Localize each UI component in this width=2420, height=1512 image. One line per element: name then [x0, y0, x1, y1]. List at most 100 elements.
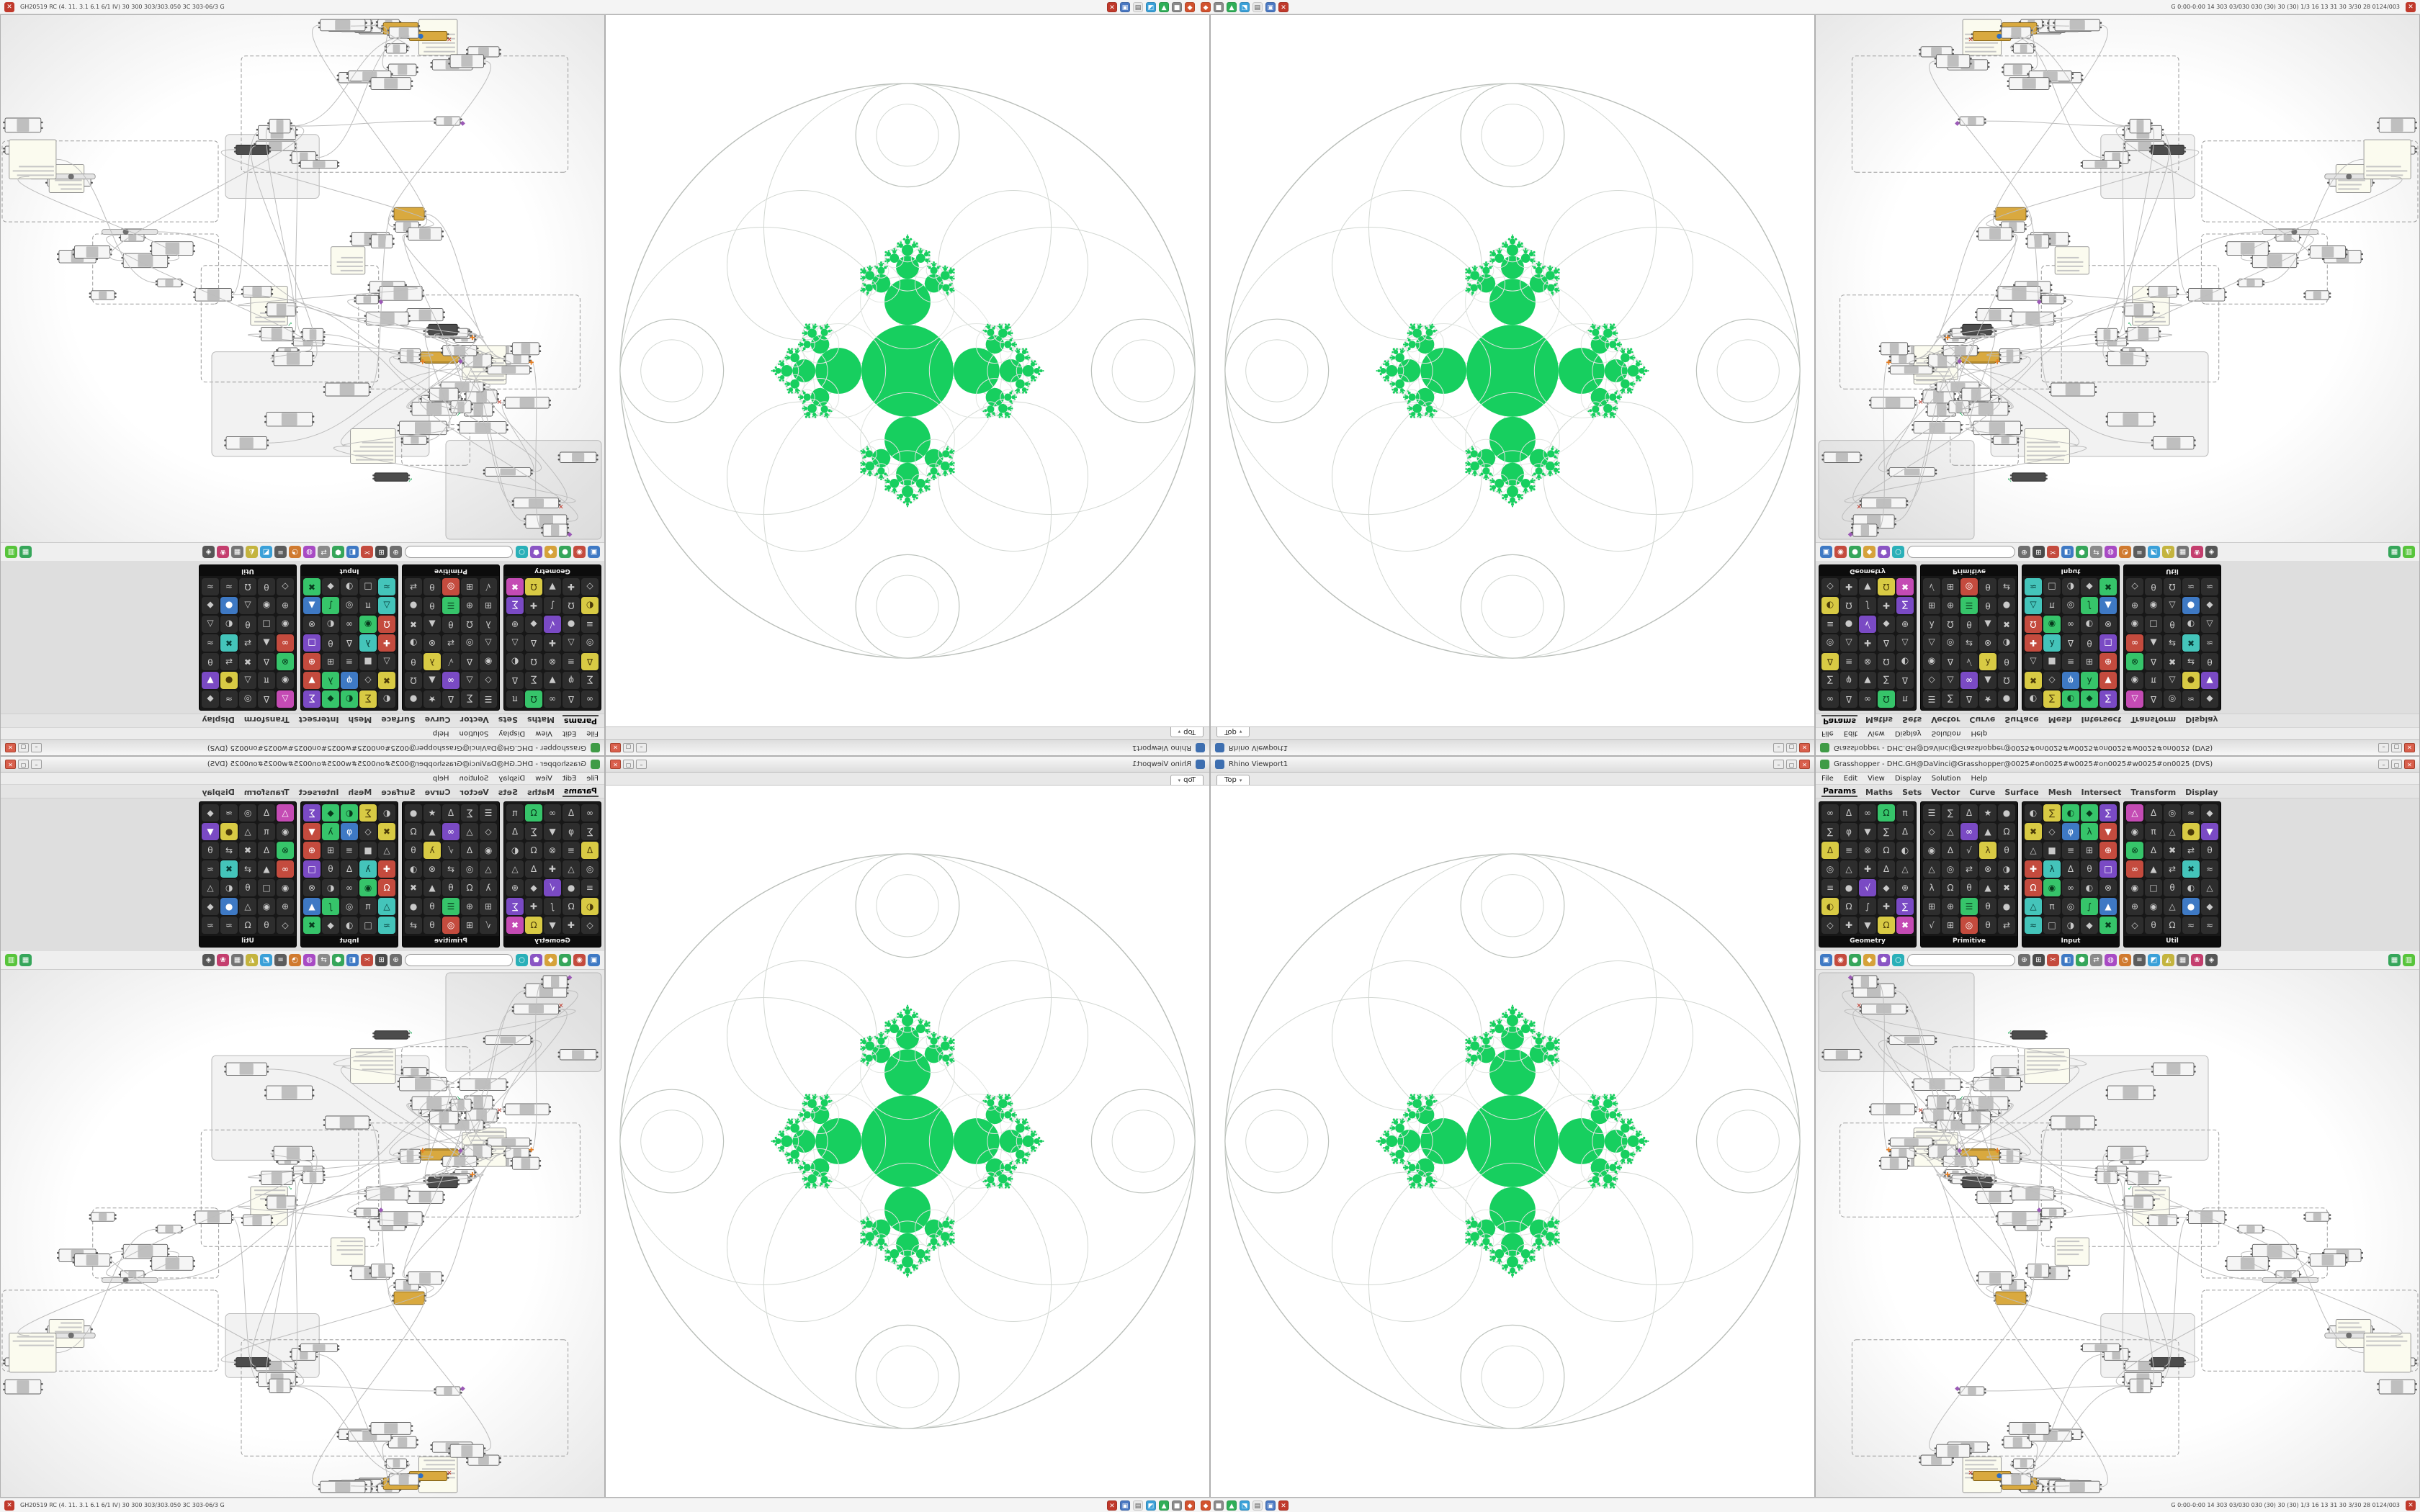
component-icon[interactable]: ∞ — [2062, 616, 2079, 633]
component-icon[interactable]: Δ — [1896, 823, 1914, 840]
component-icon[interactable]: ⊗ — [1859, 653, 1876, 670]
component-icon[interactable]: ◆ — [2081, 690, 2098, 708]
tab-mesh[interactable]: Mesh — [2048, 715, 2072, 724]
component-icon[interactable]: θ — [322, 860, 339, 878]
taskbar-alert-icon[interactable]: ◆ — [1201, 1, 1211, 12]
menu-item-display[interactable]: Display — [1894, 774, 1922, 783]
component-icon[interactable]: ◉ — [277, 672, 294, 689]
component-icon[interactable]: Ω — [239, 917, 256, 934]
component-icon[interactable]: ◉ — [359, 616, 377, 633]
component-icon[interactable]: ◑ — [2062, 578, 2079, 595]
component-icon[interactable]: ⊕ — [1896, 616, 1914, 633]
component-icon[interactable]: ≈ — [2182, 690, 2200, 708]
tab-surface[interactable]: Surface — [381, 715, 416, 724]
component-icon[interactable]: □ — [258, 879, 275, 896]
canvas-toolbar-icon-3[interactable]: ✂ — [361, 954, 373, 966]
component-icon[interactable]: ≡ — [2062, 653, 2079, 670]
menu-item-solution[interactable]: Solution — [1931, 729, 1961, 738]
component-icon[interactable]: ☰ — [442, 597, 460, 614]
menu-item-view[interactable]: View — [1868, 729, 1885, 738]
component-icon[interactable]: Ω — [525, 917, 542, 934]
component-icon[interactable]: Δ — [341, 860, 358, 878]
component-icon[interactable]: ◉ — [2043, 879, 2061, 896]
component-icon[interactable]: ▼ — [544, 823, 561, 840]
component-icon[interactable]: ⇄ — [1998, 578, 2015, 595]
component-icon[interactable]: ⊗ — [424, 634, 441, 652]
grasshopper-titlebar[interactable]: Grasshopper - DHC.GH@DaVinci@Grasshopper… — [1, 757, 604, 773]
component-icon[interactable]: ≈ — [378, 917, 395, 934]
component-icon[interactable]: ▼ — [544, 578, 561, 595]
component-icon[interactable]: ◆ — [322, 690, 339, 708]
component-icon[interactable]: ◉ — [277, 879, 294, 896]
component-icon[interactable]: ⇄ — [405, 917, 422, 934]
component-icon[interactable]: ◆ — [202, 898, 219, 915]
tab-mesh[interactable]: Mesh — [348, 715, 372, 724]
component-icon[interactable]: △ — [1896, 860, 1914, 878]
canvas-toolbar-icon-5[interactable]: ⬢ — [2076, 546, 2088, 558]
menu-item-display[interactable]: Display — [498, 729, 526, 738]
component-icon[interactable]: ∑ — [303, 804, 321, 822]
component-icon[interactable]: ☰ — [1923, 690, 1940, 708]
component-icon[interactable]: λ — [2081, 672, 2098, 689]
component-icon[interactable]: Ω — [2025, 879, 2042, 896]
component-icon[interactable]: ✖ — [378, 672, 395, 689]
component-icon[interactable]: ▲ — [424, 823, 441, 840]
component-icon[interactable]: △ — [2025, 842, 2042, 859]
component-icon[interactable]: ∑ — [461, 804, 478, 822]
component-icon[interactable]: θ — [1960, 616, 1978, 633]
component-icon[interactable]: θ — [258, 917, 275, 934]
component-icon[interactable]: ⊗ — [2099, 616, 2117, 633]
component-icon[interactable]: θ — [1979, 917, 1996, 934]
component-icon[interactable]: △ — [378, 653, 395, 670]
component-icon[interactable]: ✚ — [525, 597, 542, 614]
component-icon[interactable]: ▼ — [1859, 917, 1876, 934]
component-icon[interactable]: ▼ — [2099, 823, 2117, 840]
component-icon[interactable]: ✖ — [2099, 917, 2117, 934]
component-icon[interactable]: √ — [1923, 917, 1940, 934]
component-icon[interactable]: Ω — [1878, 653, 1895, 670]
component-icon[interactable]: ◐ — [506, 653, 524, 670]
file-export-icon[interactable]: ▥ — [5, 954, 17, 966]
canvas-toolbar-icon-9[interactable]: ≡ — [2133, 546, 2146, 558]
component-icon[interactable]: √ — [1960, 842, 1978, 859]
component-icon[interactable]: ∑ — [303, 690, 321, 708]
component-icon[interactable]: ◎ — [2164, 690, 2181, 708]
component-icon[interactable]: ☰ — [1960, 597, 1978, 614]
component-icon[interactable]: ∑ — [581, 823, 599, 840]
component-icon[interactable]: ● — [220, 898, 238, 915]
component-icon[interactable]: ✚ — [378, 634, 395, 652]
component-icon[interactable]: λ — [2043, 634, 2061, 652]
component-icon[interactable]: ⊕ — [1942, 597, 1959, 614]
component-icon[interactable]: ✚ — [1878, 898, 1895, 915]
maximize-button[interactable]: ▢ — [2391, 760, 2402, 769]
component-icon[interactable]: ▲ — [424, 616, 441, 633]
tab-vector[interactable]: Vector — [460, 788, 489, 797]
component-icon[interactable]: □ — [2145, 879, 2162, 896]
minimize-button[interactable]: – — [636, 760, 647, 769]
canvas-toolbar-icon-10[interactable]: ◩ — [2148, 546, 2160, 558]
viewport-titlebar[interactable]: Rhino Viewport1 – ▢ ✕ — [1211, 739, 1814, 755]
maximize-button[interactable]: ▢ — [1786, 760, 1797, 769]
component-icon[interactable]: ◎ — [461, 634, 478, 652]
component-icon[interactable]: △ — [461, 672, 478, 689]
component-icon[interactable]: ⇄ — [239, 634, 256, 652]
component-icon[interactable]: ◎ — [2062, 597, 2079, 614]
component-icon[interactable]: △ — [1942, 672, 1959, 689]
taskbar-window-icon[interactable]: ▣ — [1265, 1, 1276, 12]
canvas-toolbar-icon-cluster[interactable]: ⬟ — [1878, 954, 1890, 966]
component-icon[interactable]: ◉ — [359, 879, 377, 896]
menu-item-edit[interactable]: Edit — [1843, 729, 1858, 738]
component-icon[interactable]: ≡ — [563, 842, 580, 859]
component-icon[interactable]: ◉ — [2043, 616, 2061, 633]
component-icon[interactable]: φ — [2062, 823, 2079, 840]
component-icon[interactable]: ● — [405, 597, 422, 614]
component-icon[interactable]: ● — [2182, 823, 2200, 840]
component-icon[interactable]: Ω — [1878, 804, 1895, 822]
component-icon[interactable]: △ — [239, 898, 256, 915]
viewport-canvas[interactable] — [606, 15, 1209, 726]
component-icon[interactable]: ◎ — [1942, 634, 1959, 652]
component-icon[interactable]: ⇄ — [220, 653, 238, 670]
component-icon[interactable]: φ — [563, 672, 580, 689]
component-icon[interactable]: △ — [461, 823, 478, 840]
component-icon[interactable]: φ — [563, 823, 580, 840]
